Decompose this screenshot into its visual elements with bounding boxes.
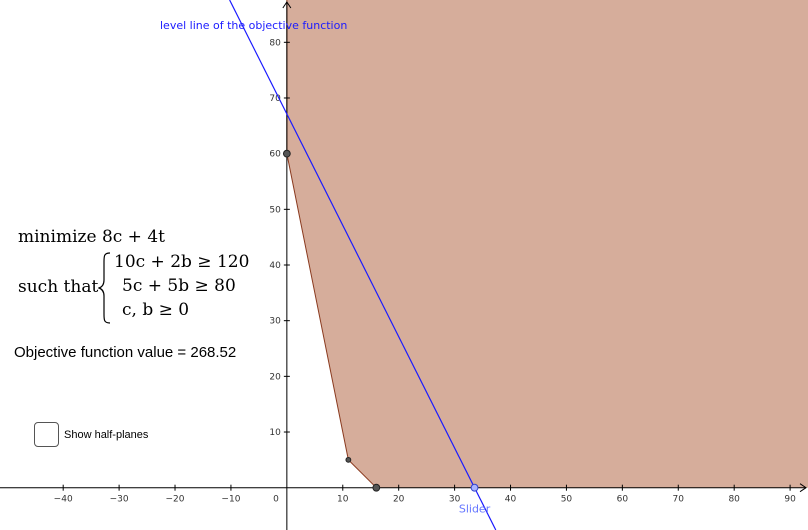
minimize-word: minimize: [18, 227, 97, 247]
objective-statement: minimize 8c + 4t: [18, 227, 165, 247]
level-line[interactable]: [229, 0, 497, 530]
level-line-label: level line of the objective function: [160, 19, 347, 32]
show-half-planes-checkbox[interactable]: Show half-planes: [34, 422, 148, 447]
level-line-layer[interactable]: [229, 0, 497, 530]
x-tick-label: −30: [110, 495, 129, 505]
constraint-3: c, b ≥ 0: [122, 300, 190, 320]
x-tick-label: 80: [728, 495, 740, 505]
checkbox-box[interactable]: [34, 422, 59, 447]
y-tick-label: 50: [269, 205, 281, 215]
vertex-points[interactable]: [282, 149, 479, 492]
y-axis-arrow: [282, 1, 292, 9]
y-tick-label: 20: [269, 372, 281, 382]
x-axis-arrow: [799, 483, 807, 493]
y-tick-label: 10: [269, 428, 281, 438]
y-tick-label: 80: [269, 38, 281, 48]
x-tick-label: −20: [166, 495, 185, 505]
vertex-point-11-5[interactable]: [345, 456, 352, 463]
x-tick-label: −40: [54, 495, 73, 505]
x-tick-label: 40: [505, 495, 517, 505]
x-tick-label: −10: [221, 495, 240, 505]
constraint-brace: [98, 252, 111, 324]
y-tick-label: 70: [269, 94, 281, 104]
constraint-2: 5c + 5b ≥ 80: [122, 276, 236, 296]
slider-label: Slider: [459, 503, 491, 516]
y-tick-label: 40: [269, 261, 281, 271]
vertex-point-16-0[interactable]: [372, 483, 381, 492]
x-tick-label: 20: [393, 495, 405, 505]
x-tick-label: 50: [561, 495, 573, 505]
y-tick-label: 30: [269, 317, 281, 327]
objective-expression: 8c + 4t: [101, 227, 165, 247]
origin-label: 0: [273, 495, 279, 505]
x-tick-label: 90: [784, 495, 796, 505]
x-tick-label: 60: [617, 495, 629, 505]
show-half-planes-label: Show half-planes: [64, 428, 149, 441]
feasible-region-layer: [286, 0, 808, 489]
x-tick-label: 10: [337, 495, 349, 505]
slider-point[interactable]: [470, 483, 479, 492]
such-that-label: such that: [18, 277, 99, 297]
x-tick-label: 30: [449, 495, 461, 505]
x-tick-label: 70: [673, 495, 685, 505]
vertex-point-0-60[interactable]: [282, 149, 291, 158]
feasible-region: [286, 0, 808, 488]
y-tick-label: 60: [269, 150, 281, 160]
objective-value-text: Objective function value = 268.52: [14, 344, 237, 361]
constraint-1: 10c + 2b ≥ 120: [114, 252, 250, 272]
